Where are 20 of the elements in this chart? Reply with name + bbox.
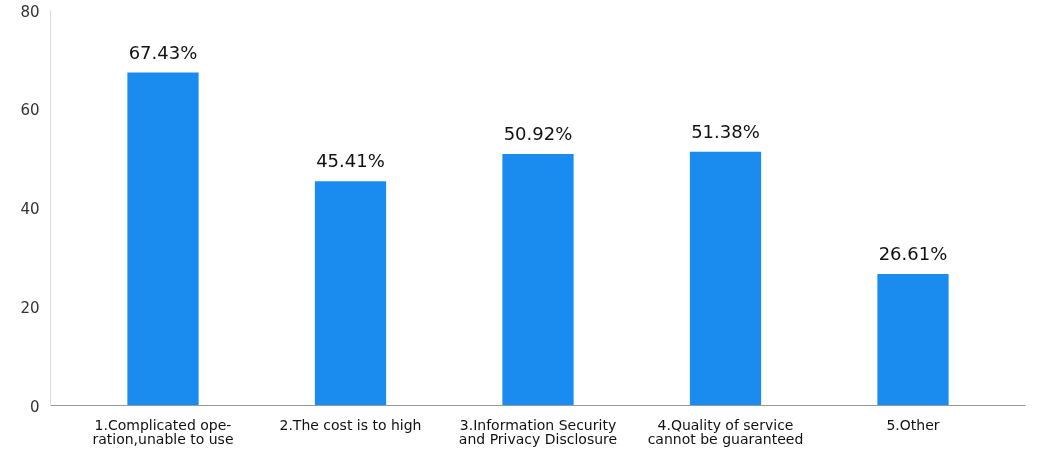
- bar: [127, 72, 199, 406]
- y-tick-label: 80: [20, 2, 40, 21]
- y-tick-label: 0: [29, 397, 40, 416]
- y-tick-label: 60: [20, 101, 40, 120]
- bar: [877, 274, 949, 406]
- y-tick-label: 20: [20, 298, 40, 317]
- data-label: 45.41%: [316, 150, 385, 172]
- bar: [314, 181, 387, 406]
- x-tick-label: 2.The cost is to high: [279, 416, 422, 433]
- x-tick-label: 1.Complicated ope- ration,unable to use: [92, 416, 234, 447]
- y-tick-label: 40: [20, 200, 40, 218]
- bar: [502, 154, 574, 406]
- bar: [689, 151, 762, 406]
- data-label: 51.38%: [691, 120, 760, 142]
- x-tick-label: 4.Quality of service cannot be guaranteed: [647, 416, 804, 447]
- x-tick-label: 5.Other: [886, 416, 940, 433]
- data-label: 26.61%: [878, 243, 948, 265]
- x-tick-label: 3.Information Security and Privacy Disclosure: [458, 416, 618, 447]
- data-label: 67.43%: [128, 41, 198, 63]
- data-label: 50.92%: [503, 123, 573, 145]
